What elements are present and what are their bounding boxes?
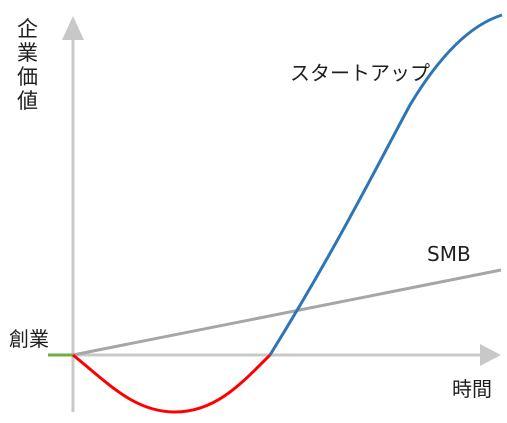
y-axis-label-char-3: 価 [17,65,38,89]
startup-loss-curve [72,353,272,414]
y-axis-label-char-2: 業 [17,41,38,65]
origin-label: 創業 [9,327,49,351]
smb-label: SMB [427,242,471,266]
startup-growth-curve [268,13,503,356]
x-axis-label: 時間 [452,377,492,401]
smb-line [72,268,502,357]
y-axis-arrowhead [62,16,84,40]
y-axis-label-char-4: 値 [17,89,38,113]
y-axis-label-char-1: 企 [17,17,38,41]
startup-label: スタートアップ [290,61,430,85]
x-axis-arrowhead [480,344,501,366]
